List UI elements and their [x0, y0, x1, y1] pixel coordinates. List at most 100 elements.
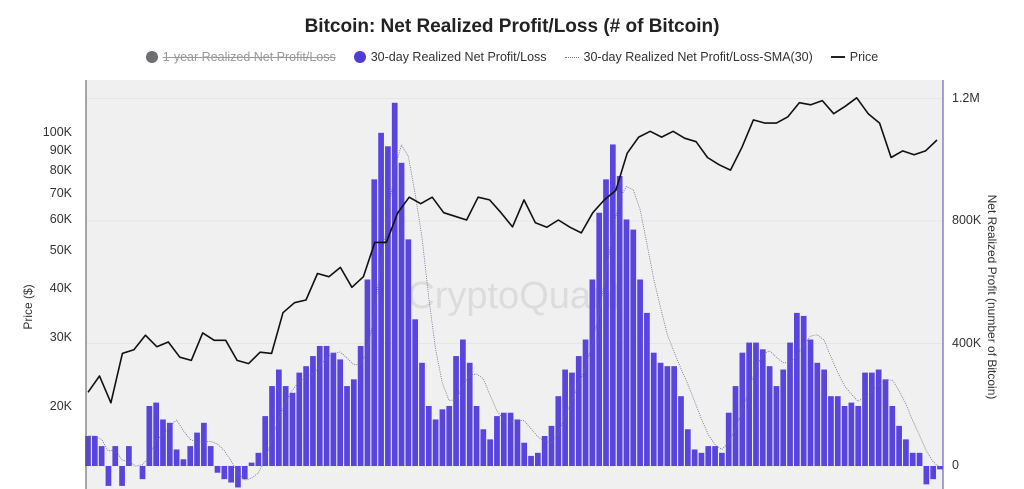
legend-label: 30-day Realized Net Profit/Loss-SMA(30) — [583, 50, 813, 64]
legend: 1-year Realized Net Profit/Loss 30-day R… — [0, 50, 1024, 64]
bar — [800, 315, 807, 466]
bar — [453, 356, 459, 466]
bar — [814, 362, 821, 466]
legend-item-1y[interactable]: 1-year Realized Net Profit/Loss — [145, 50, 336, 64]
bar — [275, 369, 282, 466]
bar — [91, 435, 98, 466]
bar — [753, 342, 759, 466]
bar — [664, 366, 671, 466]
bar — [609, 144, 616, 466]
bar — [834, 396, 841, 466]
bar — [494, 416, 500, 466]
bar — [337, 359, 344, 466]
bar — [153, 402, 160, 466]
bar — [930, 466, 937, 480]
bar — [848, 402, 855, 466]
chart-title: Bitcoin: Net Realized Profit/Loss (# of … — [304, 16, 720, 37]
bar — [828, 396, 834, 466]
y-right-tick-label: 800K — [952, 213, 982, 227]
bar — [575, 356, 582, 466]
bar — [528, 455, 534, 466]
bar — [562, 369, 568, 466]
bar — [719, 452, 725, 466]
y-left-label: Price ($) — [21, 284, 35, 330]
bar — [500, 412, 507, 466]
bar — [855, 405, 862, 466]
bar — [807, 339, 814, 466]
bar — [85, 435, 91, 466]
bar — [684, 429, 691, 466]
bar — [126, 446, 132, 466]
bar — [425, 405, 432, 466]
bar — [398, 162, 405, 466]
bar — [439, 409, 446, 466]
bar — [841, 405, 848, 466]
y-left-tick-label: 40K — [49, 280, 72, 295]
bar — [916, 452, 923, 466]
bar — [405, 239, 412, 466]
legend-item-price[interactable]: Price — [830, 50, 878, 64]
bar — [637, 279, 643, 466]
bar — [882, 379, 889, 466]
bar — [896, 425, 902, 466]
bar — [862, 372, 868, 466]
bar — [616, 175, 623, 466]
legend-label: 30-day Realized Net Profit/Loss — [370, 50, 547, 64]
bar — [269, 386, 275, 466]
bar — [650, 352, 657, 466]
y-right-tick-label: 400K — [952, 335, 982, 350]
bar — [582, 339, 589, 466]
bar — [310, 356, 316, 466]
bar — [473, 405, 480, 466]
bar — [889, 405, 896, 466]
bar — [241, 466, 248, 480]
bar — [466, 362, 473, 466]
bar — [419, 362, 425, 466]
bar — [194, 432, 200, 466]
bar — [105, 466, 112, 486]
bar — [705, 446, 712, 466]
bar — [541, 435, 548, 466]
bar — [725, 412, 732, 466]
y-left-tick-label: 100K — [42, 125, 72, 139]
bar — [712, 446, 718, 466]
bar — [569, 372, 575, 466]
y-left-tick-label: 80K — [49, 162, 72, 177]
bar — [868, 372, 875, 466]
bar — [480, 429, 487, 466]
bar — [201, 422, 207, 466]
bar — [385, 146, 391, 466]
y-left-tick-label: 50K — [49, 243, 72, 257]
bar — [316, 345, 323, 466]
bar — [432, 419, 439, 466]
bar — [112, 446, 119, 466]
legend-item-sma[interactable]: 30-day Realized Net Profit/Loss-SMA(30) — [564, 50, 813, 64]
bar — [146, 405, 153, 466]
bar — [909, 452, 916, 466]
bar — [255, 452, 262, 466]
legend-dot-icon — [145, 51, 158, 63]
bar — [173, 449, 180, 466]
bar — [344, 386, 350, 466]
bar — [671, 366, 678, 466]
bar — [378, 132, 384, 467]
legend-dotted-line-icon — [564, 56, 579, 58]
bar — [630, 229, 637, 466]
bar — [139, 466, 146, 480]
bar — [623, 219, 630, 466]
bar — [739, 352, 746, 466]
bar — [794, 312, 800, 466]
bar — [391, 102, 398, 466]
legend-item-30d[interactable]: 30-day Realized Net Profit/Loss — [353, 50, 547, 64]
bar — [487, 439, 494, 466]
bar — [228, 466, 234, 483]
bar — [323, 345, 330, 466]
bar — [903, 439, 909, 466]
y-left-tick-label: 70K — [49, 185, 72, 200]
bar — [698, 452, 705, 466]
bar — [357, 345, 364, 466]
y-left-tick-label: 30K — [49, 329, 72, 344]
bar — [875, 369, 882, 466]
bar — [589, 279, 596, 466]
